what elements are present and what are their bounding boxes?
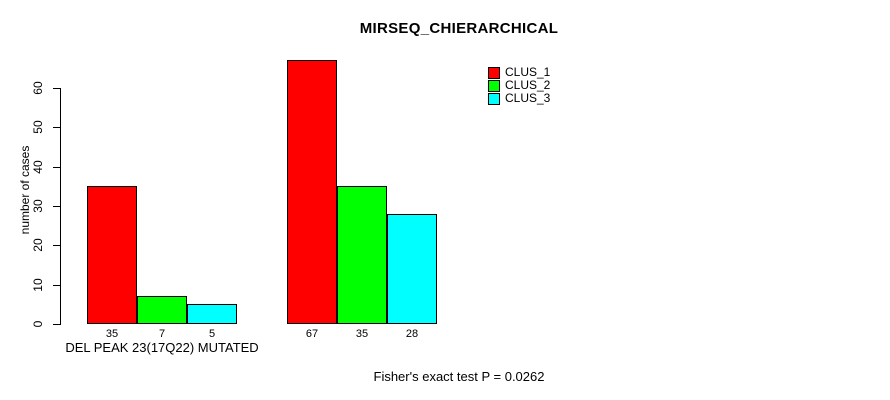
y-tick-label: 30 bbox=[31, 199, 45, 213]
y-tick-label: 60 bbox=[31, 81, 45, 95]
y-tick-label: 10 bbox=[31, 278, 45, 292]
bar-value-label: 35 bbox=[105, 328, 119, 340]
bar-value-label: 5 bbox=[208, 328, 216, 340]
legend: CLUS_1 CLUS_2 CLUS_3 bbox=[488, 66, 550, 105]
bar-clus_1-group1 bbox=[87, 186, 137, 324]
y-tick-label: 0 bbox=[31, 320, 45, 328]
bar-clus_2-group1 bbox=[137, 296, 187, 324]
legend-swatch-icon bbox=[488, 79, 500, 92]
x-group-label: DEL PEAK 23(17Q22) MUTATED bbox=[65, 340, 259, 355]
y-tick-mark bbox=[53, 127, 61, 128]
chart-title: MIRSEQ_CHIERARCHICAL bbox=[359, 20, 559, 37]
y-tick-mark bbox=[53, 167, 61, 168]
legend-label: CLUS_1 bbox=[505, 65, 551, 79]
bar-value-label: 7 bbox=[158, 328, 166, 340]
footer-note: Fisher's exact test P = 0.0262 bbox=[373, 369, 545, 384]
legend-item: CLUS_3 bbox=[488, 92, 550, 105]
legend-item: CLUS_2 bbox=[488, 79, 550, 92]
y-tick-mark bbox=[53, 324, 61, 325]
bar-value-label: 35 bbox=[355, 328, 369, 340]
bar-clus_3-group1 bbox=[187, 304, 237, 324]
y-tick-label: 40 bbox=[31, 160, 45, 174]
legend-item: CLUS_1 bbox=[488, 66, 550, 79]
bar-value-label: 67 bbox=[305, 328, 319, 340]
bar-clus_1-group2 bbox=[287, 60, 337, 324]
y-tick-mark bbox=[53, 206, 61, 207]
y-tick-label: 20 bbox=[31, 238, 45, 252]
legend-label: CLUS_2 bbox=[505, 78, 551, 92]
bar-value-label: 28 bbox=[405, 328, 419, 340]
y-tick-label: 50 bbox=[31, 120, 45, 134]
legend-swatch-icon bbox=[488, 92, 500, 105]
legend-swatch-icon bbox=[488, 66, 500, 79]
legend-label: CLUS_3 bbox=[505, 91, 551, 105]
bar-clus_2-group2 bbox=[337, 186, 387, 324]
bar-clus_3-group2 bbox=[387, 214, 437, 324]
y-tick-mark bbox=[53, 245, 61, 246]
y-tick-mark bbox=[53, 88, 61, 89]
y-tick-mark bbox=[53, 285, 61, 286]
